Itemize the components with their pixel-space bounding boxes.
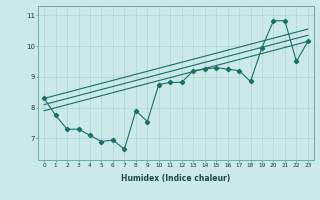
X-axis label: Humidex (Indice chaleur): Humidex (Indice chaleur) [121,174,231,183]
